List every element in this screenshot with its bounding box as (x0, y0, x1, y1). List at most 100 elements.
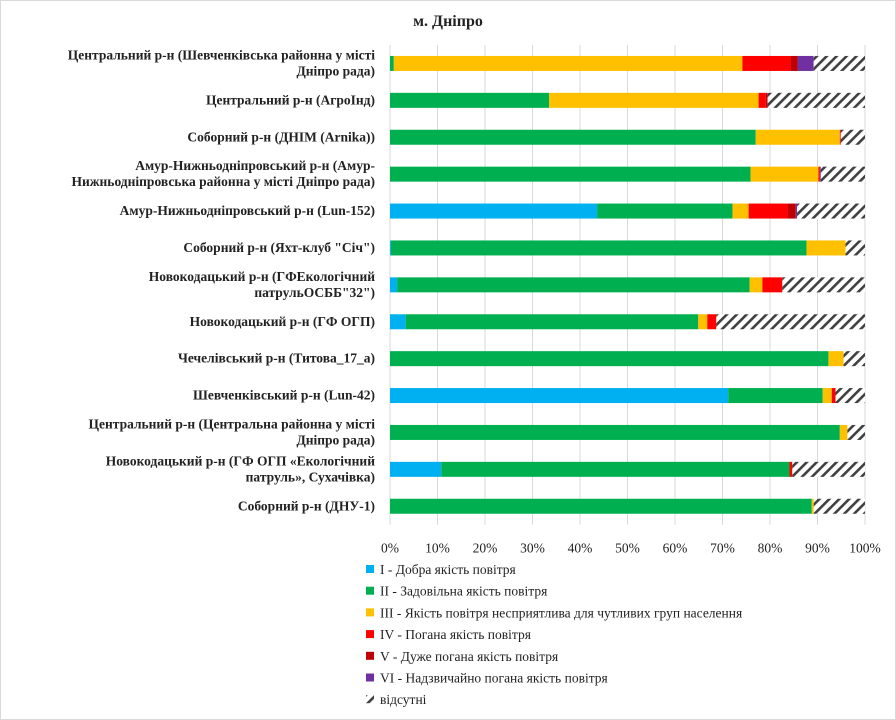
bar-segment-3 (393, 55, 743, 71)
category-label-line: Нижньодніпровська районна у місті Дніпро… (71, 174, 375, 189)
bar-segment-2 (390, 166, 751, 182)
bar-segment-4 (748, 203, 788, 219)
category-label: Новокодацький р-н (ГФ ОГП «Екологічний па… (106, 453, 376, 484)
bar-segment-2 (390, 129, 756, 145)
bar-segment-3 (749, 277, 763, 293)
bar-segment-1 (390, 240, 391, 256)
legend-label: I - Добра якість повітря (380, 562, 516, 577)
category-label-line: Дніпро рада) (296, 432, 375, 447)
category-labels: Центральний р-н (Шевченківська районна у… (68, 47, 375, 513)
bar-segment-7 (716, 314, 865, 330)
legend-swatch (366, 608, 374, 617)
x-tick-label: 100% (849, 541, 881, 556)
bar-segment-1 (390, 461, 442, 477)
legend-label: відсутні (380, 692, 427, 707)
bar-segment-2 (728, 388, 823, 404)
category-label-line: Шевченківський р-н (Lun-42) (193, 388, 375, 403)
x-axis-ticks: 0% 10% 20% 30% 40% 50% 60% 70% 80% 90% 100% (381, 541, 881, 556)
category-label: Соборний р-н (ДНІМ (Arnika)) (187, 129, 375, 144)
bar-segment-7 (843, 351, 865, 367)
bar-segment-4 (818, 166, 820, 182)
category-label: Центральний р-н (Шевченківська районна у… (68, 47, 375, 78)
category-label: Чечелівський р-н (Титова_17_а) (178, 351, 375, 366)
legend-swatch (366, 565, 374, 573)
bar-segment-7 (813, 55, 865, 71)
x-tick-label: 50% (615, 541, 640, 556)
bar-segment-2 (441, 461, 790, 477)
bar-segment-3 (549, 92, 759, 108)
bar-segment-2 (597, 203, 733, 219)
bar-segment-4 (742, 55, 791, 71)
bar-segment-5 (790, 55, 798, 71)
category-label-line: Центральний р-н (АгроІнд) (206, 92, 375, 107)
legend-label: VI - Надзвичайно погана якість повітря (380, 671, 608, 686)
legend-swatch (366, 586, 374, 595)
bar-segment-4 (707, 314, 717, 330)
category-label-line: Амур-Нижньодніпровський р-н (Lun-152) (120, 203, 375, 218)
bar-segment-7 (767, 92, 865, 108)
x-tick-label: 60% (663, 541, 688, 556)
bar-segment-2 (405, 314, 699, 330)
category-label-line: патруль», Сухачівка) (246, 469, 375, 484)
bar-segment-4 (789, 461, 793, 477)
legend-item: III - Якість повітря несприятлива для чу… (366, 605, 742, 620)
category-label: Соборний р-н (ДНУ-1) (238, 498, 375, 513)
bar-segment-4 (758, 92, 766, 108)
bar-segment-5 (765, 92, 768, 108)
category-label: Центральний р-н (Центральна районна у мі… (89, 416, 376, 447)
bar-segment-7 (797, 203, 865, 219)
category-label-line: Новокодацький р-н (ГФ ОГП «Екологічний (106, 453, 376, 468)
x-tick-label: 40% (568, 541, 593, 556)
bar-segment-7 (813, 498, 865, 514)
legend-label: III - Якість повітря несприятлива для чу… (380, 605, 742, 620)
legend-label: II - Задовільна якість повітря (380, 584, 547, 599)
category-label-line: Соборний р-н (ДНІМ (Arnika)) (187, 129, 375, 144)
bar-segment-2 (397, 277, 750, 293)
x-tick-label: 30% (520, 541, 545, 556)
bar-segment-3 (806, 240, 846, 256)
bar-segment-7 (820, 166, 865, 182)
category-label-line: Дніпро рада) (296, 63, 375, 78)
legend-item: II - Задовільна якість повітря (366, 584, 547, 599)
x-tick-label: 0% (381, 541, 399, 556)
bar-segment-1 (390, 203, 598, 219)
legend-swatch (366, 673, 374, 682)
legend-swatch (366, 695, 374, 704)
category-label: Соборний р-н (Яхт-клуб "Січ") (183, 240, 375, 255)
legend-label: V - Дуже погана якість повітря (380, 649, 558, 664)
category-label-line: Амур-Нижньодніпровський р-н (Амур- (135, 158, 375, 173)
bar-segment-1 (390, 388, 729, 404)
bar-segment-4 (839, 129, 841, 145)
category-label: Новокодацький р-н (ГФ ОГП) (190, 314, 375, 329)
category-label-line: патрульОСББ"32") (254, 285, 375, 300)
chart-title: м. Дніпро (413, 13, 483, 30)
category-label-line: Соборний р-н (Яхт-клуб "Січ") (183, 240, 375, 255)
category-label-line: Центральний р-н (Центральна районна у мі… (89, 416, 376, 431)
bar-segment-2 (390, 240, 807, 256)
bar-segment-1 (390, 277, 398, 293)
bar-segment-2 (390, 55, 394, 71)
bar-segment-3 (822, 388, 832, 404)
category-label-line: Соборний р-н (ДНУ-1) (238, 498, 375, 513)
category-label: Шевченківський р-н (Lun-42) (193, 388, 375, 403)
bar-segment-3 (732, 203, 749, 219)
category-label-line: Новокодацький р-н (ГФЕкологічний (149, 269, 375, 284)
bar-segment-7 (782, 277, 865, 293)
bar-segment-6 (795, 203, 798, 219)
x-tick-label: 20% (473, 541, 498, 556)
bar-segment-2 (390, 92, 550, 108)
bar-segment-2 (390, 351, 829, 367)
category-label-line: Новокодацький р-н (ГФ ОГП) (190, 314, 375, 329)
bar-segment-3 (811, 498, 814, 514)
legend-swatch (366, 651, 374, 660)
legend-item: IV - Погана якість повітря (366, 627, 531, 642)
bar-segment-4 (831, 388, 836, 404)
bar-segment-6 (819, 166, 821, 182)
x-tick-label: 10% (425, 541, 450, 556)
legend: I - Добра якість повітря II - Задовільна … (366, 562, 742, 707)
bar-segment-7 (835, 388, 865, 404)
legend-swatch (366, 630, 374, 639)
x-tick-label: 90% (805, 541, 830, 556)
legend-label: IV - Погана якість повітря (380, 627, 531, 642)
